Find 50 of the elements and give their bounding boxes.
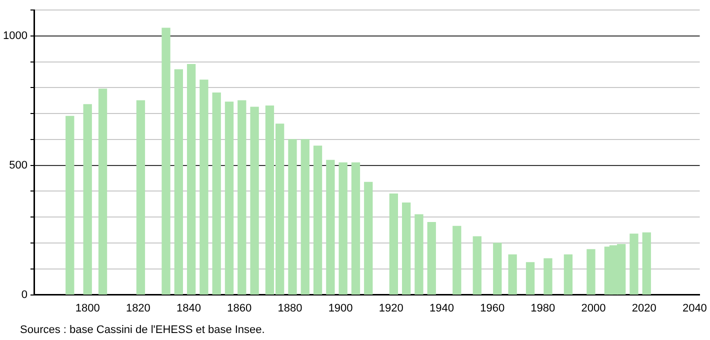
bar xyxy=(83,104,92,295)
bar xyxy=(452,226,462,295)
bar xyxy=(66,116,74,295)
x-tick-label: 1980 xyxy=(530,302,556,314)
bar xyxy=(326,160,335,295)
bar xyxy=(630,234,638,295)
y-tick-label: 0 xyxy=(21,288,28,301)
bar xyxy=(493,242,502,295)
x-tick-label: 1920 xyxy=(378,302,404,314)
bar xyxy=(586,249,596,295)
bar xyxy=(508,254,517,295)
bar xyxy=(186,64,196,295)
x-tick-label: 2040 xyxy=(682,302,707,314)
x-tick-label: 1940 xyxy=(429,302,454,314)
bar xyxy=(427,222,436,295)
x-tick-label: 2000 xyxy=(581,302,606,314)
bar xyxy=(402,202,411,295)
bar xyxy=(351,162,360,295)
bar xyxy=(136,100,146,295)
bar xyxy=(250,106,259,295)
bar xyxy=(288,139,297,295)
bar xyxy=(642,232,651,295)
x-tick-label: 1900 xyxy=(328,302,353,314)
bar xyxy=(364,182,373,295)
bar xyxy=(338,162,348,295)
x-tick-label: 1860 xyxy=(227,302,252,314)
bar xyxy=(564,254,573,295)
y-tick-label: 1000 xyxy=(2,30,28,42)
bar xyxy=(238,100,246,295)
x-tick-label: 1960 xyxy=(480,302,505,314)
bar xyxy=(526,262,535,295)
bar xyxy=(174,69,183,295)
bar xyxy=(313,146,322,295)
bar xyxy=(212,92,221,295)
bar xyxy=(200,80,208,295)
source-note: Sources : base Cassini de l'EHESS et base Insee. xyxy=(20,324,265,336)
bar xyxy=(98,88,108,295)
bar xyxy=(300,139,310,295)
bar xyxy=(414,214,424,295)
x-tick-label: 1820 xyxy=(126,302,150,314)
bar xyxy=(162,28,170,295)
bar xyxy=(544,258,552,295)
x-tick-label: 1880 xyxy=(278,302,302,314)
x-tick-label: 1800 xyxy=(75,302,100,314)
bar xyxy=(224,102,234,295)
bar xyxy=(472,236,482,295)
x-tick-label: 2020 xyxy=(632,302,656,314)
x-tick-label: 1840 xyxy=(176,302,202,314)
bar xyxy=(389,193,398,295)
y-tick-label: 500 xyxy=(9,159,28,172)
